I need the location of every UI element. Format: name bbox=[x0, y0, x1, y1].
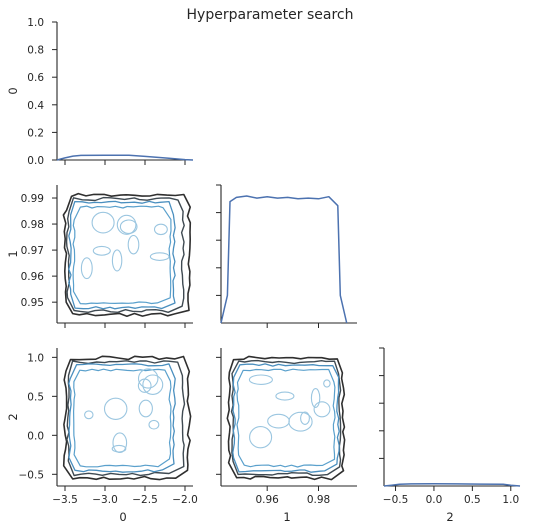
contour-blob bbox=[313, 401, 331, 418]
contour-blob bbox=[116, 214, 137, 235]
axes-layer bbox=[52, 21, 520, 491]
contour-blob bbox=[119, 219, 138, 234]
y-tick-label: 0.6 bbox=[27, 72, 44, 84]
contour-level-1 bbox=[66, 360, 186, 477]
y-tick-label: 0.95 bbox=[21, 297, 44, 309]
tick-label-layer: −3.5 −3.0 −2.5 −2.0 0.96 0.98 −0.5 0.0 0.5 1.0 0.0… bbox=[6, 17, 519, 524]
contour-layer bbox=[62, 192, 346, 481]
y-axis-label: 1 bbox=[6, 250, 20, 257]
y-tick-label: 0.97 bbox=[21, 245, 44, 257]
contour-level-1 bbox=[65, 196, 185, 313]
x-tick-label: −0.5 bbox=[383, 494, 409, 506]
contour-blob bbox=[92, 245, 111, 256]
contour-blob bbox=[248, 374, 273, 385]
y-tick-label: 0.8 bbox=[27, 45, 44, 57]
contour-level-3 bbox=[72, 205, 172, 305]
kde-curve-1 bbox=[220, 195, 348, 324]
y-tick-label: 0.0 bbox=[27, 430, 44, 442]
contour-blob bbox=[142, 374, 164, 395]
contour-level-2 bbox=[232, 363, 340, 473]
x-axis-label: 2 bbox=[446, 510, 453, 524]
kde-curve-2 bbox=[383, 483, 521, 487]
y-tick-label: 0.98 bbox=[21, 219, 44, 231]
kde-curve-0 bbox=[56, 154, 194, 161]
contour-blob bbox=[310, 388, 321, 408]
x-tick-label: −3.0 bbox=[92, 494, 118, 506]
x-tick-label: 0.96 bbox=[255, 494, 279, 506]
y-tick-label: 0.96 bbox=[21, 271, 45, 283]
contour-blob bbox=[148, 419, 160, 430]
contour-level-1 bbox=[230, 359, 342, 476]
contour-blob bbox=[111, 249, 123, 272]
y-tick-label: 1.0 bbox=[27, 352, 44, 364]
contour-blob bbox=[91, 211, 115, 234]
y-tick-label: 1.0 bbox=[27, 17, 44, 29]
x-tick-label: −2.0 bbox=[172, 494, 198, 506]
x-tick-label: 0.98 bbox=[307, 494, 330, 506]
contour-blob bbox=[275, 391, 295, 401]
y-tick-label: −0.5 bbox=[19, 469, 45, 481]
contour-blob bbox=[323, 379, 331, 388]
contour-blob bbox=[300, 411, 310, 425]
contour-blob bbox=[267, 413, 290, 429]
contour-level-0 bbox=[62, 192, 192, 317]
x-tick-label: 1.0 bbox=[502, 494, 519, 506]
y-tick-label: 0.2 bbox=[27, 127, 44, 139]
x-tick-label: −2.5 bbox=[132, 494, 158, 506]
y-axis-label: 0 bbox=[6, 87, 20, 94]
x-axis-label: 0 bbox=[119, 510, 126, 524]
x-tick-label: 0.5 bbox=[464, 494, 481, 506]
x-tick-label: −3.5 bbox=[52, 494, 78, 506]
contour-level-3 bbox=[73, 368, 172, 468]
contour-blob bbox=[138, 399, 153, 418]
contour-level-0 bbox=[62, 355, 192, 481]
y-tick-label: 0.4 bbox=[27, 100, 44, 112]
x-tick-label: 0.0 bbox=[426, 494, 443, 506]
contour-blob bbox=[153, 223, 168, 236]
y-tick-label: 0.0 bbox=[27, 155, 44, 167]
y-axis-label: 2 bbox=[6, 413, 20, 420]
kde-layer bbox=[56, 154, 521, 487]
chart-title: Hyperparameter search bbox=[187, 7, 354, 23]
contour-level-0 bbox=[226, 355, 346, 481]
contour-blob bbox=[249, 426, 273, 449]
contour-blob bbox=[137, 368, 159, 389]
contour-blob bbox=[103, 397, 128, 420]
contour-blob bbox=[80, 257, 93, 280]
contour-blob bbox=[112, 432, 128, 454]
contour-level-2 bbox=[68, 200, 176, 310]
contour-level-2 bbox=[68, 363, 176, 473]
contour-blob bbox=[149, 252, 170, 261]
x-axis-label: 1 bbox=[283, 510, 290, 524]
contour-blob bbox=[127, 234, 140, 255]
y-tick-label: 0.5 bbox=[27, 391, 44, 403]
contour-blob bbox=[84, 410, 94, 420]
y-tick-label: 0.99 bbox=[21, 193, 44, 205]
contour-level-3 bbox=[236, 368, 336, 468]
